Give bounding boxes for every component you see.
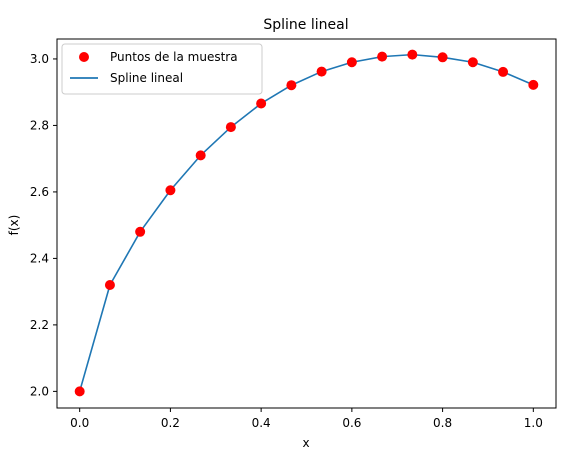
sample-point <box>498 66 509 77</box>
sample-point <box>528 79 539 90</box>
sample-point <box>286 80 297 91</box>
plot-area <box>57 39 556 408</box>
sample-point <box>104 280 115 290</box>
chart-title: Spline lineal <box>263 17 348 33</box>
x-tick-label: 0.0 <box>70 416 89 430</box>
y-tick-label: 2.2 <box>30 318 49 332</box>
x-tick-label: 1.0 <box>524 416 543 430</box>
series-layer <box>74 49 539 397</box>
y-axis-label: f(x) <box>7 215 21 236</box>
sample-point <box>74 386 85 397</box>
legend-label-sample-points: Puntos de la muestra <box>110 50 238 64</box>
sample-point <box>407 49 418 60</box>
sample-point <box>467 57 478 68</box>
y-tick-label: 2.0 <box>30 384 49 398</box>
plot-background <box>57 39 556 408</box>
x-tick-label: 0.2 <box>161 416 180 430</box>
sample-point <box>377 51 388 62</box>
legend-label-spline: Spline lineal <box>110 71 183 85</box>
y-tick-label: 2.4 <box>30 251 49 265</box>
legend-marker-sample-points <box>79 52 89 62</box>
sample-point <box>437 52 448 63</box>
spline-line <box>78 53 534 392</box>
legend: Puntos de la muestra Spline lineal <box>61 43 263 95</box>
sample-point <box>195 150 206 161</box>
axes-layer: 0.0 0.2 0.4 0.6 0.8 1.0 2.0 2.2 2.4 2.6 2.8 3.0 <box>30 38 557 430</box>
y-tick-label: 3.0 <box>30 52 49 66</box>
x-tick-label: 0.6 <box>342 416 361 430</box>
sample-point <box>346 57 357 68</box>
sample-point <box>316 66 327 77</box>
legend-frame <box>61 43 263 95</box>
y-tick-label: 2.8 <box>30 118 49 132</box>
x-tick-label: 0.4 <box>252 416 271 430</box>
x-tick-label: 0.8 <box>433 416 452 430</box>
sample-point <box>256 98 267 109</box>
sample-point <box>135 226 146 237</box>
sample-point <box>225 122 236 133</box>
x-axis-label: x <box>302 436 309 450</box>
y-tick-label: 2.6 <box>30 185 49 199</box>
sample-point <box>165 185 176 196</box>
plot-frame <box>56 38 557 409</box>
